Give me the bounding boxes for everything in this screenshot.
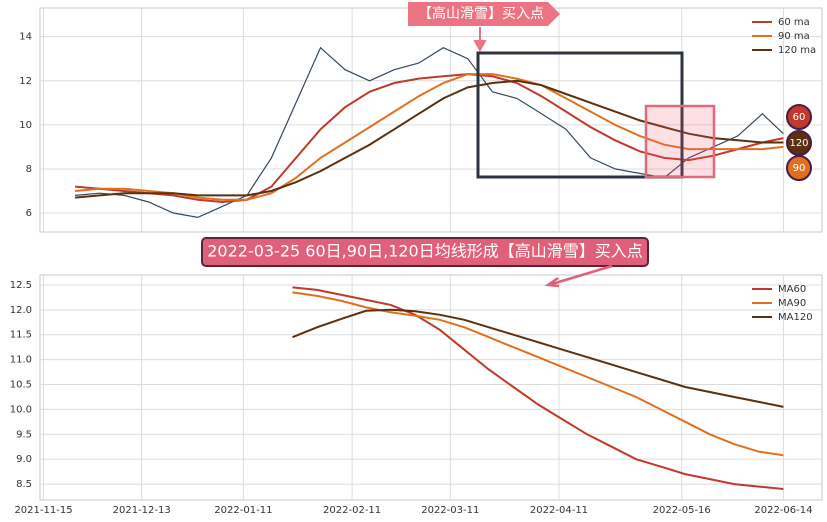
legend-label: 90 ma xyxy=(778,31,810,42)
plot-area xyxy=(39,274,823,501)
x-tick-label: 2021-11-15 xyxy=(14,505,72,516)
y-tick-label: 6 xyxy=(26,208,32,219)
y-tick-label: 11.0 xyxy=(10,355,32,366)
legend-label: MA60 xyxy=(778,284,806,295)
x-tick-label: 2022-06-14 xyxy=(754,505,812,516)
y-tick-label: 8 xyxy=(26,164,32,175)
ma-line xyxy=(292,308,784,408)
x-tick-label: 2022-03-11 xyxy=(421,505,479,516)
y-tick-label: 10.5 xyxy=(10,380,32,391)
end-badge-label: 60 xyxy=(793,112,806,123)
x-tick-label: 2022-04-11 xyxy=(530,505,588,516)
annotation-box xyxy=(408,2,560,26)
price-line xyxy=(75,46,784,219)
chart-title: 2022-03-25 60日,90日,120日均线形成【高山滑雪】买入点 xyxy=(207,242,643,261)
y-tick-label: 10 xyxy=(19,120,32,131)
y-tick-label: 9.0 xyxy=(16,454,32,465)
legend-label: MA90 xyxy=(778,298,806,309)
title-banner xyxy=(201,237,649,267)
end-badge xyxy=(786,104,812,130)
ma-line xyxy=(75,73,784,204)
y-tick-label: 12 xyxy=(19,76,32,87)
highlight-box xyxy=(476,51,684,179)
ma-line xyxy=(292,286,784,490)
y-tick-label: 11.5 xyxy=(10,330,32,341)
y-tick-label: 10.0 xyxy=(10,404,32,415)
legend-label: 120 ma xyxy=(778,45,816,56)
ma-line xyxy=(75,79,784,199)
end-badge-label: 120 xyxy=(789,138,808,149)
buy-zone xyxy=(644,104,716,179)
title-arrow xyxy=(544,264,613,288)
y-tick-label: 14 xyxy=(19,32,32,43)
x-tick-label: 2021-12-13 xyxy=(113,505,171,516)
x-tick-label: 2022-02-11 xyxy=(323,505,381,516)
ma-line xyxy=(75,73,784,201)
ma-line xyxy=(292,291,784,457)
legend-label: MA120 xyxy=(778,312,813,323)
end-badge xyxy=(786,155,812,181)
plots: 6 8 10 12 14 60 ma 90 ma 120 ma 60 120 90 2021-11-1… xyxy=(10,7,823,516)
y-tick-label: 12.0 xyxy=(10,305,32,316)
annotation-arrow xyxy=(473,27,487,53)
y-tick-label: 9.5 xyxy=(16,429,32,440)
x-tick-label: 2022-05-16 xyxy=(653,505,711,516)
y-tick-label: 12.5 xyxy=(10,280,32,291)
y-tick-label: 8.5 xyxy=(16,479,32,490)
annotation: 【高山滑雪】买入点 xyxy=(418,5,544,22)
end-badge-label: 90 xyxy=(793,163,806,174)
x-tick-label: 2022-01-11 xyxy=(214,505,272,516)
legend-label: 60 ma xyxy=(778,17,810,28)
